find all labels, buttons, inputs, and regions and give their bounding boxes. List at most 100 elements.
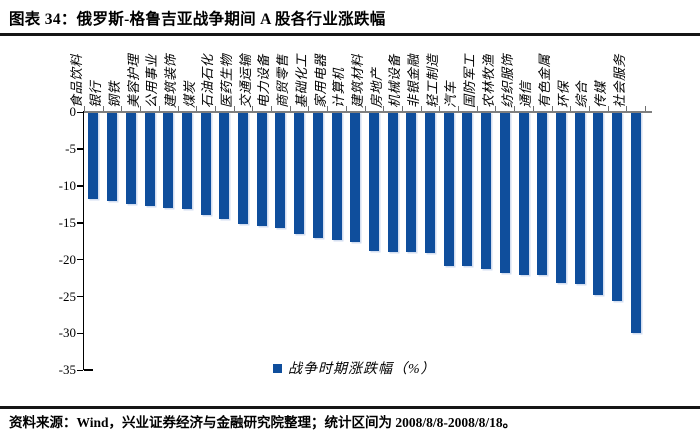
bar: [88, 112, 99, 200]
bar: [499, 112, 510, 273]
source-note: 资料来源：Wind，兴业证券经济与金融研究院整理；统计区间为 2008/8/8-…: [9, 415, 517, 430]
category-tick: [327, 106, 329, 111]
category-tick: [121, 106, 123, 111]
bar: [368, 112, 379, 251]
category-tick: [532, 106, 534, 111]
category-tick: [308, 106, 310, 111]
category-tick: [364, 106, 366, 111]
category-tick: [196, 106, 198, 111]
category-label: 房地产: [368, 67, 384, 108]
category-tick: [383, 106, 385, 111]
category-label: 环保: [555, 80, 571, 108]
category-label: 商贸零售: [275, 53, 291, 108]
category-tick: [177, 106, 179, 111]
category-label: 农林牧渔: [480, 53, 496, 108]
category-label: 轻工制造: [424, 53, 440, 108]
category-label: 石油石化: [200, 53, 216, 108]
category-tick: [645, 106, 646, 111]
bar: [312, 112, 323, 238]
bar: [630, 112, 641, 334]
category-tick: [439, 106, 441, 111]
bar: [294, 112, 305, 234]
category-label: 通信: [518, 80, 534, 108]
category-label: 煤炭: [181, 80, 197, 108]
category-tick: [233, 106, 235, 111]
category-label: 综合: [574, 80, 590, 108]
category-tick: [401, 106, 403, 111]
bar: [200, 112, 211, 215]
bar: [555, 112, 566, 284]
category-tick: [420, 106, 422, 111]
y-axis-tick-label: -20: [58, 251, 76, 267]
zero-axis-line: [84, 111, 652, 113]
bar: [518, 112, 529, 276]
category-tick: [476, 106, 478, 111]
category-tick: [252, 106, 254, 111]
category-label: 建筑材料: [349, 53, 365, 108]
category-label: 汽车: [443, 80, 459, 108]
bar: [256, 112, 267, 227]
y-axis-tick: [77, 296, 83, 298]
y-axis-tick-label: -25: [58, 288, 76, 304]
y-axis-end-tick: [84, 369, 93, 371]
y-axis-tick-label: 0: [69, 104, 77, 119]
y-axis-tick-label: -30: [58, 325, 76, 341]
category-tick: [214, 106, 216, 111]
y-axis-tick: [77, 369, 83, 372]
bar: [350, 112, 361, 242]
y-axis-tick: [77, 148, 83, 150]
category-tick: [607, 106, 609, 111]
category-label: 建筑装饰: [162, 53, 178, 108]
y-axis-tick-label: -35: [58, 362, 76, 378]
category-label: 有色金属: [536, 53, 552, 108]
chart-legend: 战争时期涨跌幅（%）: [273, 358, 436, 378]
figure-title: 图表 34：俄罗斯-格鲁吉亚战争期间 A 股各行业涨跌幅: [9, 11, 386, 28]
category-label: 基础化工: [293, 53, 309, 108]
category-label: 钢铁: [106, 80, 122, 108]
bar: [612, 112, 622, 301]
category-label: 公用事业: [144, 53, 160, 108]
bar: [107, 112, 118, 202]
category-tick: [158, 106, 160, 111]
title-divider-line: [0, 33, 700, 36]
bar: [406, 112, 417, 253]
category-label: 社会服务: [611, 53, 627, 108]
category-tick: [102, 106, 104, 111]
category-label: 交通运输: [237, 53, 253, 108]
bar: [125, 112, 136, 204]
category-tick: [514, 106, 516, 111]
y-axis-tick: [77, 222, 83, 224]
bar: [537, 112, 548, 276]
bar: [331, 112, 342, 240]
category-label: 计算机: [331, 67, 347, 108]
y-axis-tick-label: -5: [65, 140, 76, 156]
category-label: 非银金融: [406, 53, 421, 108]
category-tick: [626, 106, 628, 111]
bar: [462, 112, 473, 266]
y-axis-line: [83, 111, 85, 371]
category-tick: [289, 106, 291, 111]
bar: [425, 112, 435, 253]
bar: [387, 112, 398, 253]
category-label: 机械设备: [387, 53, 403, 108]
bar: [163, 112, 174, 208]
bar: [238, 112, 248, 225]
bar: [481, 112, 492, 270]
category-label: 家用电器: [312, 53, 328, 108]
category-tick: [570, 106, 572, 111]
bar: [275, 112, 286, 228]
legend-swatch-icon: [273, 363, 282, 373]
bar: [574, 112, 585, 285]
category-label: 美容护理: [125, 53, 141, 108]
category-label: 医药生物: [219, 53, 234, 108]
category-tick: [495, 106, 497, 111]
category-tick: [458, 106, 459, 111]
category-label: 银行: [88, 80, 104, 108]
category-label: 传媒: [593, 80, 608, 108]
category-tick: [345, 106, 347, 111]
bar: [443, 112, 454, 266]
category-label: 国防军工: [462, 53, 478, 108]
category-tick: [588, 106, 590, 111]
bar: [593, 112, 604, 296]
